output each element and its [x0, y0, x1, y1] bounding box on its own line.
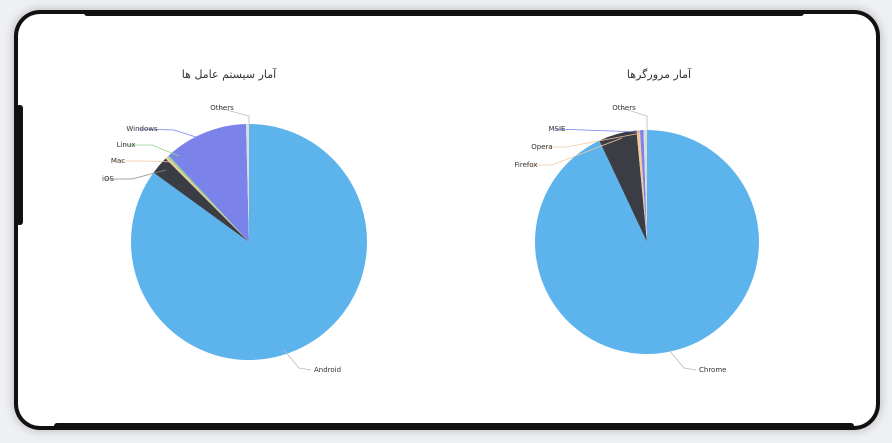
- os-others-leader-line: [218, 107, 250, 125]
- device-frame: آمار سیستم عامل ها Android Others Windows L…: [14, 10, 880, 430]
- browser-opera-label: Opera: [531, 143, 552, 151]
- browser-msie-leader-line: [553, 128, 640, 133]
- browser-slice-others: [643, 130, 647, 242]
- os-windows-label: Windows: [126, 125, 158, 133]
- browser-chrome-leader-line: [668, 349, 697, 371]
- os-slice-ios: [153, 158, 249, 242]
- os-others-label: Others: [210, 104, 234, 112]
- os-ios-leader-line: [105, 169, 167, 180]
- os-chart-title: آمار سیستم عامل ها: [181, 68, 277, 81]
- browser-slice-firefox: [599, 130, 647, 242]
- os-linux-label: Linux: [117, 141, 136, 149]
- browser-firefox-leader-line: [523, 137, 623, 166]
- browser-pie-chart: Chrome Others MSIE Opera Firefox: [514, 104, 759, 374]
- os-slice-android: [131, 124, 368, 360]
- device-bottom-bezel: [54, 423, 854, 430]
- browser-chart-panel: آمار مرورگرها Chrome Others MSIE Opera Firef…: [444, 10, 874, 430]
- os-linux-leader-line: [123, 144, 180, 157]
- os-android-leader-line: [283, 349, 312, 371]
- os-ios-label: iOS: [102, 175, 114, 183]
- os-mac-leader-line: [115, 160, 175, 163]
- os-windows-leader-line: [138, 128, 200, 139]
- browser-chrome-label: Chrome: [699, 366, 726, 374]
- os-chart-panel: آمار سیستم عامل ها Android Others Windows L…: [14, 10, 444, 430]
- browser-slice-msie: [639, 130, 647, 242]
- browser-others-label: Others: [612, 104, 636, 112]
- browser-others-leader-line: [620, 107, 648, 130]
- browser-opera-leader-line: [539, 133, 637, 148]
- os-slice-others: [246, 124, 249, 242]
- os-slice-windows: [168, 124, 249, 242]
- device-top-bezel: [84, 10, 804, 16]
- browser-firefox-label: Firefox: [514, 161, 537, 169]
- os-slice-mac: [165, 157, 249, 242]
- os-mac-label: Mac: [111, 157, 125, 165]
- browser-chart-title: آمار مرورگرها: [626, 68, 692, 81]
- os-slice-linux: [167, 155, 249, 242]
- os-android-label: Android: [314, 366, 341, 374]
- os-pie-chart: Android Others Windows Linux Mac iOS: [102, 104, 368, 374]
- browser-slice-chrome: [535, 130, 759, 355]
- device-side-button: [16, 105, 23, 225]
- browser-msie-label: MSIE: [549, 125, 566, 133]
- browser-slice-opera: [636, 130, 647, 242]
